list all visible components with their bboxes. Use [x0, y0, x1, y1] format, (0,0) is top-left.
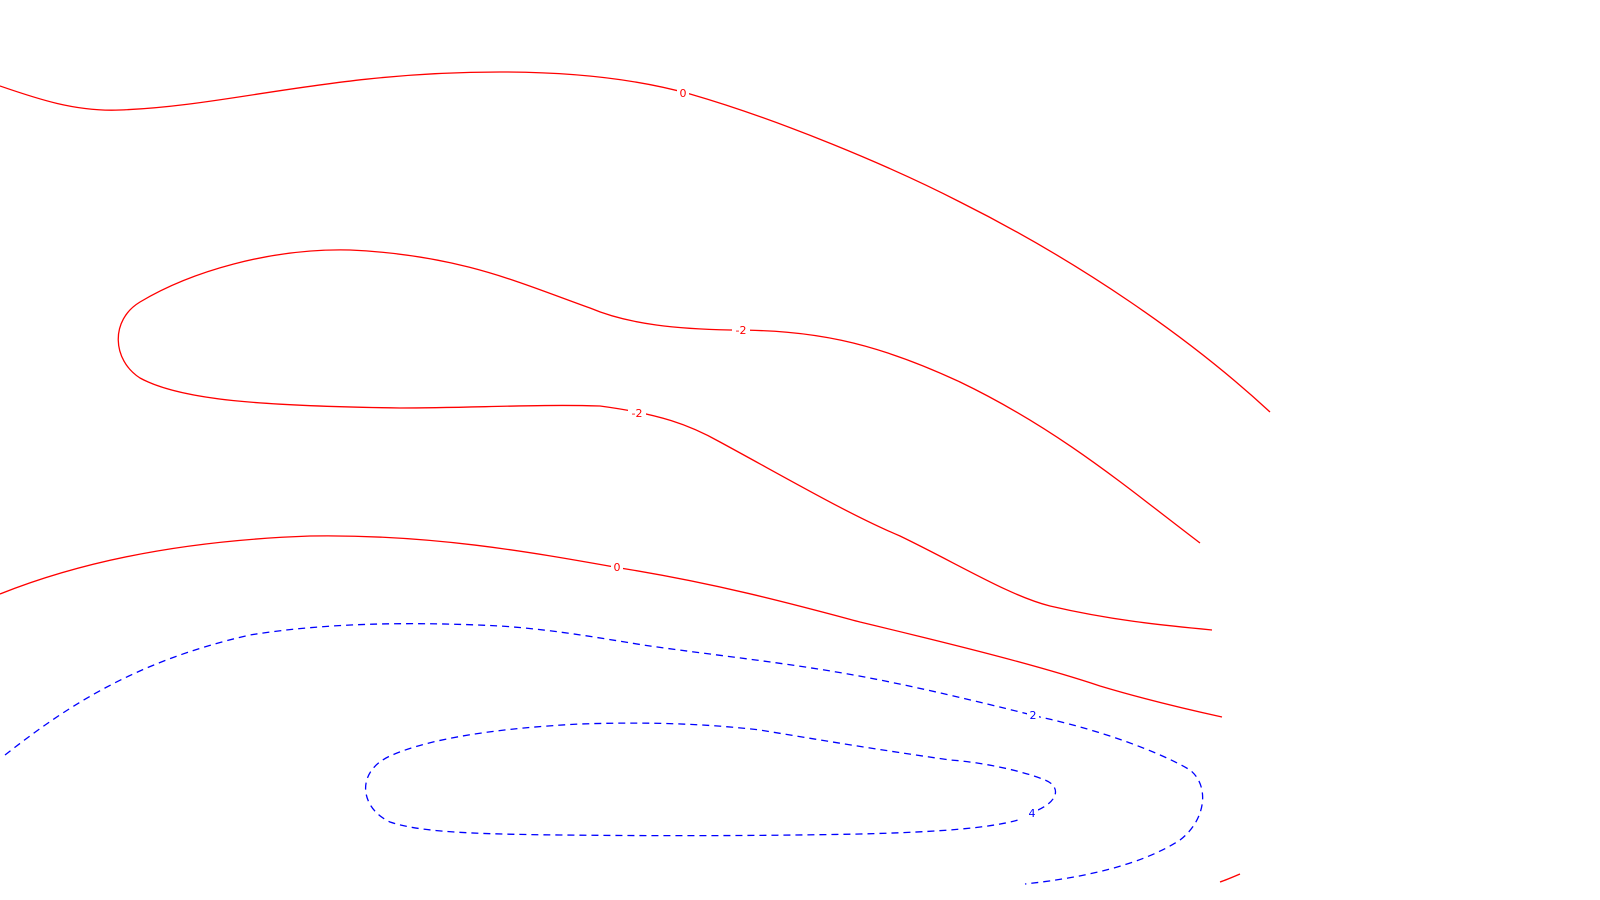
contour-label-minus-two-contour: -2: [632, 407, 643, 420]
contour-label-four-contour: 4: [1029, 807, 1036, 820]
contour-label-top-zero-contour: 0: [680, 87, 687, 100]
contour-label-two-contour: 2: [1030, 709, 1037, 722]
top-zero-contour-line: [0, 71, 1271, 413]
contour-label-backing: [732, 325, 750, 337]
contour-label-minus-two-contour: -2: [736, 324, 747, 337]
contour-label-backing: [1026, 808, 1038, 820]
contour-lines: [0, 71, 1271, 885]
minus-two-contour-line: [117, 249, 1213, 631]
lower-zero-contour-line: [0, 535, 1223, 718]
contour-label-backing: [611, 562, 623, 574]
four-contour-line: [365, 722, 1057, 837]
two-contour-line: [4, 623, 1204, 885]
contour-label-backing: [1027, 710, 1039, 722]
corner-contour-line: [1219, 873, 1241, 883]
contour-labels: 0 -2 -2 0 2 4: [611, 87, 1039, 820]
contour-label-backing: [628, 408, 646, 420]
contour-label-lower-zero-contour: 0: [614, 561, 621, 574]
contour-label-backing: [677, 88, 689, 100]
